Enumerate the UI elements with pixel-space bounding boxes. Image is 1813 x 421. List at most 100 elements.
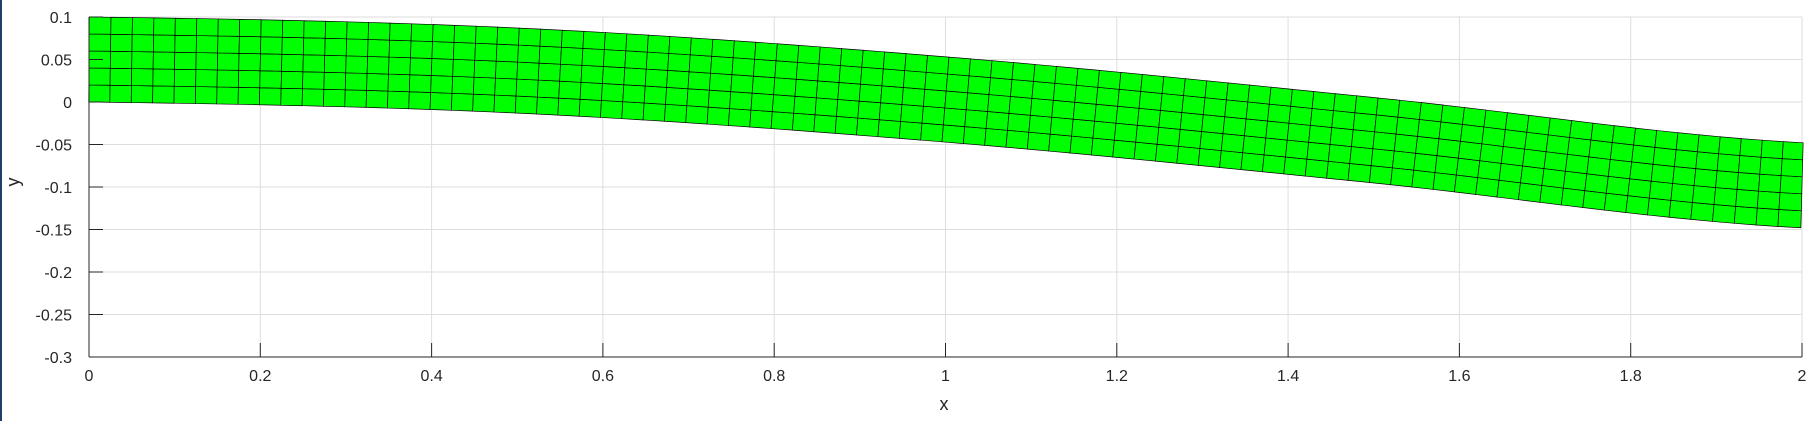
mesh-element-56-2 bbox=[1286, 122, 1311, 143]
mesh-element-20-1 bbox=[515, 78, 539, 98]
mesh-element-78-4 bbox=[1760, 139, 1784, 159]
mesh-element-69-1 bbox=[1562, 170, 1588, 192]
mesh-element-62-4 bbox=[1419, 102, 1444, 123]
mesh-element-67-1 bbox=[1520, 165, 1545, 186]
mesh-element-18-1 bbox=[472, 76, 496, 96]
mesh-element-27-0 bbox=[664, 103, 688, 124]
mesh-element-31-0 bbox=[749, 109, 773, 129]
mesh-element-8-1 bbox=[259, 70, 282, 89]
mesh-element-29-2 bbox=[709, 72, 733, 92]
mesh-element-5-3 bbox=[195, 35, 219, 54]
mesh-element-57-3 bbox=[1309, 108, 1334, 128]
mesh-element-55-0 bbox=[1261, 154, 1286, 175]
mesh-element-23-0 bbox=[578, 98, 602, 118]
mesh-element-1-2 bbox=[109, 50, 133, 69]
mesh-element-61-1 bbox=[1392, 150, 1417, 171]
mesh-element-42-4 bbox=[990, 60, 1014, 80]
mesh-element-33-2 bbox=[794, 78, 819, 99]
mesh-element-65-3 bbox=[1481, 126, 1506, 147]
mesh-element-72-2 bbox=[1629, 161, 1654, 182]
mesh-element-46-1 bbox=[1071, 118, 1095, 139]
y-tick-label-3: -0.15 bbox=[36, 223, 73, 240]
mesh-element-10-2 bbox=[302, 54, 326, 73]
mesh-element-29-4 bbox=[711, 38, 735, 59]
mesh-element-2-4 bbox=[131, 17, 155, 36]
mesh-element-45-2 bbox=[1051, 99, 1076, 120]
mesh-element-16-2 bbox=[430, 58, 454, 77]
mesh-element-74-3 bbox=[1674, 149, 1698, 170]
mesh-element-60-4 bbox=[1375, 97, 1401, 118]
mesh-element-69-0 bbox=[1560, 187, 1586, 208]
mesh-element-28-3 bbox=[688, 54, 713, 74]
mesh-element-76-1 bbox=[1713, 187, 1738, 207]
mesh-element-56-1 bbox=[1285, 139, 1310, 160]
x-tick-label-4: 0.8 bbox=[763, 368, 785, 385]
mesh-element-10-4 bbox=[303, 20, 326, 39]
mesh-element-27-3 bbox=[667, 53, 691, 73]
mesh-element-36-0 bbox=[856, 117, 880, 138]
mesh-element-32-0 bbox=[770, 111, 795, 131]
mesh-element-39-3 bbox=[924, 71, 948, 92]
mesh-element-10-0 bbox=[301, 88, 325, 107]
mesh-element-49-0 bbox=[1133, 141, 1158, 162]
mesh-element-64-1 bbox=[1455, 157, 1481, 178]
mesh-element-6-2 bbox=[216, 52, 240, 71]
mesh-element-52-3 bbox=[1202, 97, 1227, 118]
mesh-element-2-0 bbox=[130, 85, 154, 104]
mesh-element-59-2 bbox=[1351, 129, 1375, 150]
mesh-element-16-4 bbox=[432, 24, 456, 43]
mesh-element-23-3 bbox=[581, 47, 605, 67]
mesh-element-60-0 bbox=[1369, 165, 1393, 186]
mesh-element-36-1 bbox=[857, 100, 881, 121]
mesh-element-11-2 bbox=[323, 54, 347, 74]
mesh-element-45-1 bbox=[1049, 116, 1074, 137]
mesh-element-8-4 bbox=[260, 19, 284, 38]
mesh-element-40-4 bbox=[947, 56, 971, 77]
mesh-element-19-0 bbox=[493, 94, 517, 114]
mesh-element-13-3 bbox=[367, 39, 390, 58]
y-tick-label-4: -0.1 bbox=[44, 180, 72, 197]
mesh-element-50-4 bbox=[1161, 76, 1186, 96]
mesh-element-10-1 bbox=[302, 71, 325, 90]
mesh-element-5-1 bbox=[195, 69, 218, 88]
mesh-element-54-2 bbox=[1244, 118, 1268, 139]
mesh-element-33-3 bbox=[795, 61, 820, 82]
mesh-element-59-0 bbox=[1347, 163, 1372, 183]
mesh-element-32-3 bbox=[774, 60, 798, 80]
mesh-element-26-0 bbox=[642, 102, 666, 122]
mesh-element-65-4 bbox=[1483, 109, 1508, 130]
mesh-element-70-3 bbox=[1588, 139, 1613, 160]
mesh-element-38-2 bbox=[901, 87, 926, 107]
mesh-element-57-0 bbox=[1304, 158, 1329, 179]
mesh-element-55-3 bbox=[1267, 103, 1292, 124]
mesh-element-42-1 bbox=[985, 111, 1010, 131]
mesh-element-38-0 bbox=[898, 121, 923, 141]
mesh-element-54-0 bbox=[1240, 152, 1265, 173]
mesh-element-77-2 bbox=[1736, 172, 1761, 192]
mesh-element-20-0 bbox=[514, 95, 538, 115]
mesh-element-75-3 bbox=[1695, 151, 1720, 172]
mesh-element-19-2 bbox=[495, 60, 519, 80]
x-axis-label: x bbox=[940, 394, 949, 414]
mesh-element-30-2 bbox=[730, 74, 754, 94]
mesh-element-17-3 bbox=[452, 41, 476, 61]
mesh-element-7-3 bbox=[238, 35, 262, 55]
mesh-element-67-3 bbox=[1524, 131, 1549, 153]
mesh-element-5-4 bbox=[196, 18, 219, 37]
mesh-element-51-2 bbox=[1179, 112, 1204, 132]
mesh-element-58-3 bbox=[1331, 110, 1356, 131]
deformed-mesh bbox=[88, 16, 1804, 229]
mesh-element-13-1 bbox=[366, 73, 389, 92]
mesh-element-65-1 bbox=[1477, 160, 1502, 181]
mesh-element-0-1 bbox=[88, 67, 111, 86]
mesh-element-66-2 bbox=[1500, 146, 1526, 167]
mesh-element-36-2 bbox=[858, 83, 883, 104]
mesh-element-64-3 bbox=[1460, 124, 1485, 145]
mesh-element-14-4 bbox=[389, 22, 413, 42]
y-tick-label-1: -0.25 bbox=[36, 308, 73, 325]
mesh-element-4-0 bbox=[173, 85, 196, 104]
mesh-element-66-3 bbox=[1502, 129, 1528, 150]
mesh-element-13-4 bbox=[367, 22, 391, 41]
mesh-element-53-2 bbox=[1222, 116, 1247, 137]
mesh-element-35-4 bbox=[840, 48, 864, 68]
